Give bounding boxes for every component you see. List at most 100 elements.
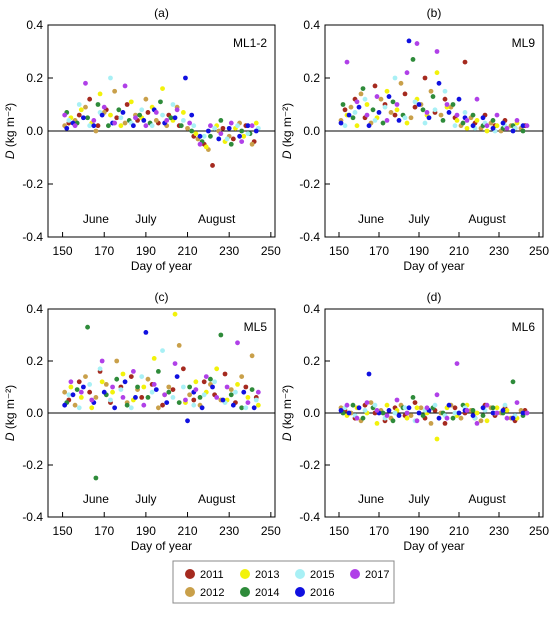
data-point-2014 xyxy=(208,133,213,139)
data-point-2017 xyxy=(434,49,440,54)
data-point-2017 xyxy=(484,402,490,408)
data-point-2015 xyxy=(139,374,145,379)
data-point-2016 xyxy=(356,405,362,411)
data-point-2014 xyxy=(420,107,426,113)
panel-a: -0.4 -0.2 0.0 0.2 0.4 150 170 190 210 230 250 Day o… xyxy=(3,6,281,273)
data-point-2014 xyxy=(340,102,346,107)
data-point-2017 xyxy=(444,415,450,421)
data-point-2013 xyxy=(494,123,500,129)
data-point-2011 xyxy=(114,115,120,121)
data-point-2011 xyxy=(76,112,82,118)
data-point-2017 xyxy=(99,358,105,364)
site-label: ML5 xyxy=(244,320,268,334)
legend-label: 2013 xyxy=(255,569,279,581)
data-point-2013 xyxy=(193,379,199,385)
data-point-2017 xyxy=(120,395,126,400)
y-tick-label: -0.2 xyxy=(22,177,43,191)
data-point-2016 xyxy=(446,110,452,115)
data-point-2014 xyxy=(380,410,386,416)
data-point-2015 xyxy=(402,115,408,121)
data-point-2013 xyxy=(78,107,84,113)
data-point-2015 xyxy=(180,384,186,390)
month-label: August xyxy=(198,212,236,226)
data-point-2013 xyxy=(203,144,209,150)
data-point-2012 xyxy=(249,141,255,147)
data-point-2017 xyxy=(364,112,370,118)
data-point-2017 xyxy=(474,96,480,102)
panel-label: (d) xyxy=(427,290,442,304)
legend-marker-2013 xyxy=(240,569,250,579)
data-point-2013 xyxy=(141,384,147,390)
data-point-2015 xyxy=(118,387,124,392)
data-point-2014 xyxy=(74,387,80,392)
data-point-2013 xyxy=(214,366,220,372)
y-tick-label: -0.2 xyxy=(299,177,320,191)
y-tick-label: -0.4 xyxy=(22,510,43,524)
data-point-2012 xyxy=(176,343,182,348)
data-point-2012 xyxy=(368,400,374,405)
data-point-2011 xyxy=(95,123,101,129)
month-label: July xyxy=(135,212,156,226)
data-point-2012 xyxy=(143,96,149,102)
data-point-2016 xyxy=(237,133,242,139)
data-point-2016 xyxy=(226,125,232,131)
data-point-2016 xyxy=(346,410,352,416)
x-tick-label: 210 xyxy=(178,524,198,538)
data-point-2014 xyxy=(390,99,396,105)
data-point-2016 xyxy=(81,384,86,390)
data-point-2016 xyxy=(230,402,236,408)
x-tick-label: 230 xyxy=(219,524,239,538)
data-point-2013 xyxy=(414,405,420,411)
data-point-2015 xyxy=(502,402,508,408)
data-point-2017 xyxy=(354,99,360,105)
data-point-2017 xyxy=(172,361,178,366)
data-point-2016 xyxy=(490,410,496,416)
y-tick-label: 0.4 xyxy=(26,18,43,32)
data-point-2017 xyxy=(143,123,149,129)
data-point-2015 xyxy=(108,397,113,403)
data-point-2014 xyxy=(197,395,203,400)
data-point-2016 xyxy=(406,38,412,44)
data-point-2016 xyxy=(416,410,422,416)
panel-b: -0.4 -0.2 0.0 0.2 0.4 150 170 190 210 230 250 Day o… xyxy=(280,6,549,273)
x-axis-label: Day of year xyxy=(131,539,192,553)
data-point-2014 xyxy=(380,120,386,126)
data-point-2015 xyxy=(224,136,230,142)
y-axis-units: (kg m⁻²) xyxy=(280,103,294,151)
site-label: ML9 xyxy=(512,36,536,50)
data-point-2014 xyxy=(228,141,234,147)
data-point-2016 xyxy=(241,389,247,395)
data-point-2012 xyxy=(122,120,128,126)
data-point-2017 xyxy=(414,41,420,46)
data-point-2015 xyxy=(139,107,145,113)
y-tick-label: -0.4 xyxy=(299,510,320,524)
data-point-2014 xyxy=(350,402,356,408)
data-point-2015 xyxy=(432,107,438,113)
data-point-2014 xyxy=(218,118,224,123)
data-point-2017 xyxy=(474,421,480,426)
data-point-2013 xyxy=(255,402,261,408)
y-tick-label: 0.2 xyxy=(26,354,43,368)
data-point-2016 xyxy=(141,118,147,123)
x-tick-label: 190 xyxy=(136,524,156,538)
data-point-2016 xyxy=(197,133,203,139)
legend-label: 2014 xyxy=(255,587,279,599)
data-point-2015 xyxy=(128,405,134,411)
x-tick-label: 190 xyxy=(409,524,429,538)
panel-label: (a) xyxy=(154,6,169,20)
data-point-2011 xyxy=(372,83,378,89)
data-point-2012 xyxy=(428,88,434,94)
data-point-2015 xyxy=(362,408,368,413)
data-point-2015 xyxy=(97,366,103,372)
data-point-2016 xyxy=(101,389,107,395)
data-point-2016 xyxy=(520,410,526,416)
data-point-2016 xyxy=(356,104,362,110)
data-point-2013 xyxy=(384,88,390,94)
data-point-2016 xyxy=(386,408,392,413)
data-point-2017 xyxy=(434,392,440,398)
legend-marker-2017 xyxy=(350,569,360,579)
data-point-2015 xyxy=(253,397,259,403)
data-point-2016 xyxy=(81,115,86,121)
data-point-2014 xyxy=(114,376,120,382)
data-point-2011 xyxy=(422,75,428,81)
